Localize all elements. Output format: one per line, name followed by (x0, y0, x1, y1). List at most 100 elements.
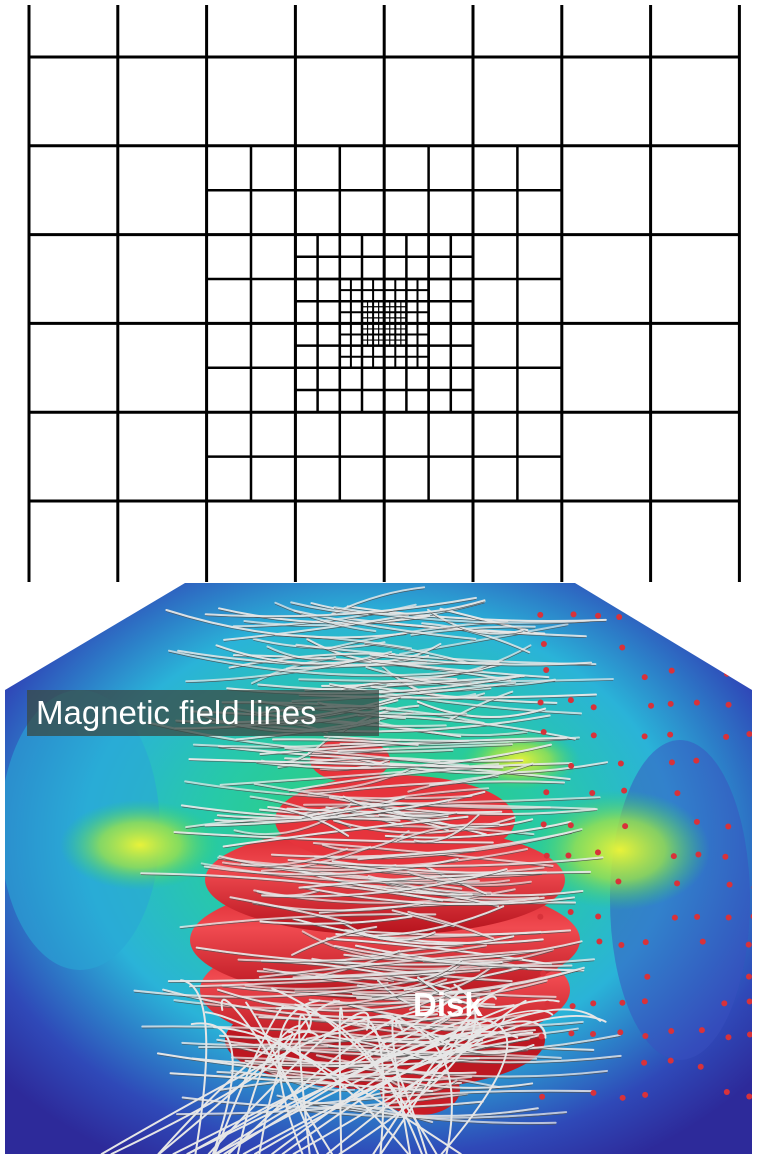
vector-arrow (674, 790, 680, 796)
vector-arrow (668, 701, 674, 707)
vector-arrow (719, 610, 725, 616)
vector-arrow (544, 853, 550, 859)
vector-arrow (537, 914, 543, 920)
vector-arrow (539, 1094, 545, 1100)
vector-arrow (748, 669, 754, 675)
vector-arrow (618, 942, 624, 948)
vector-arrow (694, 700, 700, 706)
vector-arrow (642, 674, 648, 680)
vector-arrow (642, 998, 648, 1004)
vector-arrow (753, 853, 758, 859)
vector-arrow (722, 854, 728, 860)
vector-arrow (694, 914, 700, 920)
vector-arrow (642, 1092, 648, 1098)
vector-arrow (746, 731, 752, 737)
vector-arrow (616, 614, 622, 620)
vector-arrow (746, 974, 752, 980)
vector-arrow (649, 613, 655, 619)
vector-arrow (698, 1064, 704, 1070)
vector-arrow (674, 880, 680, 886)
refinement-grid (29, 5, 739, 582)
vector-arrow (668, 1058, 674, 1064)
vector-arrow (721, 1000, 727, 1006)
vector-arrow (620, 1095, 626, 1101)
vector-arrow (746, 1093, 752, 1099)
vector-arrow (700, 939, 706, 945)
vector-arrow (693, 758, 699, 764)
vector-arrow (591, 704, 597, 710)
vector-arrow (648, 703, 654, 709)
vector-arrow (570, 1003, 576, 1009)
vector-arrow (747, 998, 753, 1004)
vector-arrow (571, 611, 577, 617)
vector-arrow (723, 734, 729, 740)
vector-arrow (699, 1027, 705, 1033)
vector-arrow (568, 697, 574, 703)
vector-arrow (539, 1033, 545, 1039)
label-disk: Disk (413, 986, 483, 1023)
vector-arrow (672, 915, 678, 921)
simulation-render (0, 580, 758, 1154)
vector-arrow (642, 1033, 648, 1039)
vector-arrow (643, 939, 649, 945)
vector-arrow (568, 909, 574, 915)
vector-arrow (642, 733, 648, 739)
vector-arrow (568, 763, 574, 769)
vector-arrow (695, 851, 701, 857)
vector-arrow (540, 970, 546, 976)
vector-arrow (541, 821, 547, 827)
vector-arrow (724, 671, 730, 677)
vector-arrow (701, 615, 707, 621)
vector-arrow (619, 645, 625, 651)
vector-arrow (621, 788, 627, 794)
vector-arrow (747, 1031, 753, 1037)
vector-arrow (668, 1028, 674, 1034)
vector-arrow (565, 852, 571, 858)
vector-arrow (538, 699, 544, 705)
vector-arrow (543, 789, 549, 795)
vector-arrow (615, 879, 621, 885)
vector-arrow (595, 613, 601, 619)
vector-arrow (590, 1090, 596, 1096)
vector-arrow (641, 1060, 647, 1066)
vector-arrow (543, 667, 549, 673)
vector-arrow (589, 790, 595, 796)
vector-arrow (590, 1031, 596, 1037)
vector-arrow (595, 849, 601, 855)
vector-arrow (541, 729, 547, 735)
vector-arrow (746, 942, 752, 948)
vector-arrow (726, 914, 732, 920)
vector-arrow (751, 913, 757, 919)
vector-arrow (541, 641, 547, 647)
vector-arrow (590, 1000, 596, 1006)
vector-arrow (617, 1029, 623, 1035)
vector-arrow (595, 913, 601, 919)
vector-arrow (725, 823, 731, 829)
vector-arrow (596, 939, 602, 945)
vector-arrow (669, 668, 675, 674)
vector-arrow (694, 819, 700, 825)
vector-arrow (726, 702, 732, 708)
vector-arrow (618, 760, 624, 766)
vector-arrow (667, 732, 673, 738)
vector-arrow (750, 608, 756, 614)
vector-arrow (671, 853, 677, 859)
vector-arrow (591, 732, 597, 738)
vector-arrow (725, 1034, 731, 1040)
vector-arrow (568, 1030, 574, 1036)
figure: Magnetic field lines Disk (0, 0, 758, 1154)
vector-arrow (537, 612, 543, 618)
vector-arrow (568, 822, 574, 828)
vector-arrow (644, 974, 650, 980)
vector-arrow (619, 1000, 625, 1006)
label-field-lines: Magnetic field lines (36, 694, 317, 731)
vector-arrow (622, 823, 628, 829)
vector-arrow (752, 825, 758, 831)
vector-arrow (700, 638, 706, 644)
vector-arrow (669, 759, 675, 765)
vector-arrow (727, 882, 733, 888)
vector-arrow (544, 1001, 550, 1007)
vector-arrow (752, 884, 758, 890)
page: Magnetic field lines Disk (() => { const… (0, 0, 758, 1154)
vector-arrow (724, 1089, 730, 1095)
